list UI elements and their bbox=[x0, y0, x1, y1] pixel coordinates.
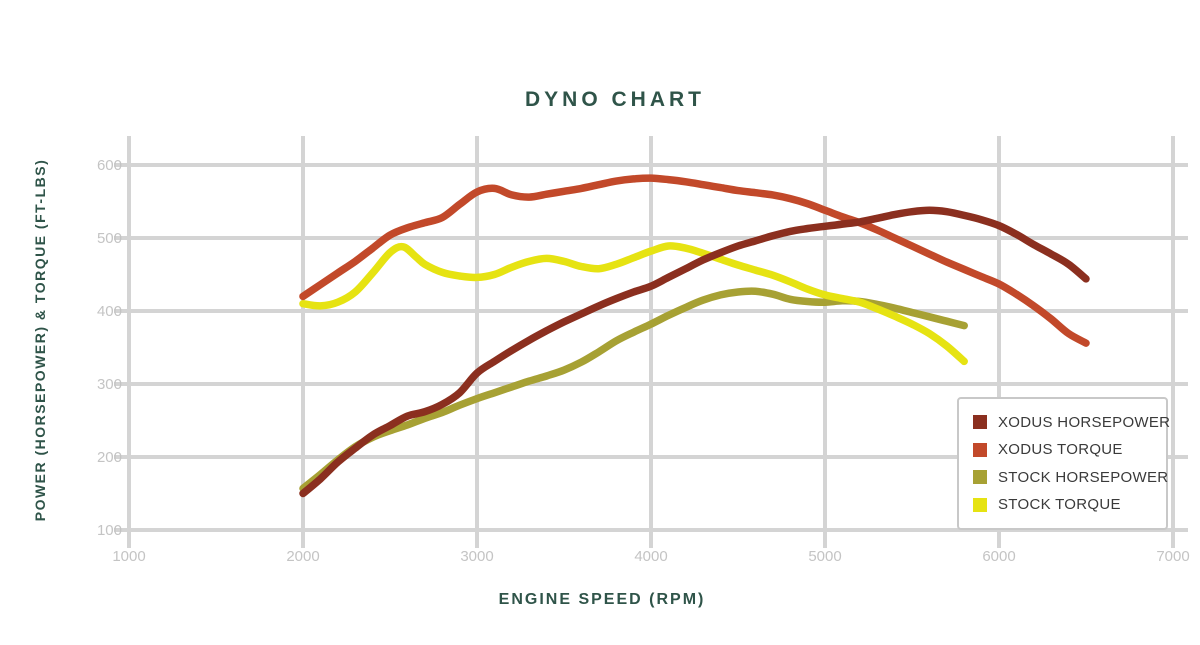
x-tick-label: 2000 bbox=[286, 548, 319, 565]
y-axis-title: POWER (HORSEPOWER) & TORQUE (FT-LBS) bbox=[32, 158, 48, 522]
y-tick-label: 500 bbox=[97, 230, 122, 247]
tick-labels: 1000 2000 3000 4000 5000 6000 7000 100 200 300 400… bbox=[97, 157, 1190, 565]
x-tick-label: 5000 bbox=[808, 548, 841, 565]
x-tick-label: 7000 bbox=[1156, 548, 1189, 565]
legend-item: STOCK TORQUE bbox=[973, 496, 1166, 513]
series-line-xodus-horsepower bbox=[299, 206, 1090, 498]
legend-swatch bbox=[973, 497, 987, 512]
x-axis-title: ENGINE SPEED (RPM) bbox=[498, 591, 706, 608]
legend-label: XODUS TORQUE bbox=[998, 441, 1123, 459]
y-tick-label: 200 bbox=[97, 449, 122, 466]
legend-label: XODUS HORSEPOWER bbox=[998, 413, 1171, 431]
x-tick-label: 4000 bbox=[634, 548, 667, 565]
legend-swatch bbox=[973, 470, 987, 485]
x-tick-label: 1000 bbox=[112, 548, 145, 565]
series-line-xodus-torque bbox=[299, 174, 1090, 347]
series-line-stock-torque bbox=[299, 242, 968, 366]
legend-item: XODUS HORSEPOWER bbox=[973, 414, 1170, 431]
series-curves bbox=[299, 174, 1090, 498]
legend-item: STOCK HORSEPOWER bbox=[973, 468, 1169, 486]
y-tick-label: 100 bbox=[97, 522, 122, 539]
x-tick-label: 6000 bbox=[982, 548, 1015, 565]
legend-item: XODUS TORQUE bbox=[973, 441, 1166, 458]
y-tick-label: 300 bbox=[97, 376, 122, 393]
chart-title: DYNO CHART bbox=[525, 88, 705, 111]
legend-label: STOCK HORSEPOWER bbox=[998, 468, 1169, 486]
y-tick-label: 400 bbox=[97, 303, 122, 320]
legend: XODUS HORSEPOWER XODUS TORQUE STOCK HORSEP… bbox=[957, 397, 1170, 530]
grid bbox=[114, 136, 1188, 548]
legend-swatch bbox=[973, 442, 987, 457]
legend-swatch bbox=[973, 415, 987, 430]
y-tick-label: 600 bbox=[97, 157, 122, 174]
legend-label: STOCK TORQUE bbox=[998, 496, 1121, 514]
x-tick-label: 3000 bbox=[460, 548, 493, 565]
